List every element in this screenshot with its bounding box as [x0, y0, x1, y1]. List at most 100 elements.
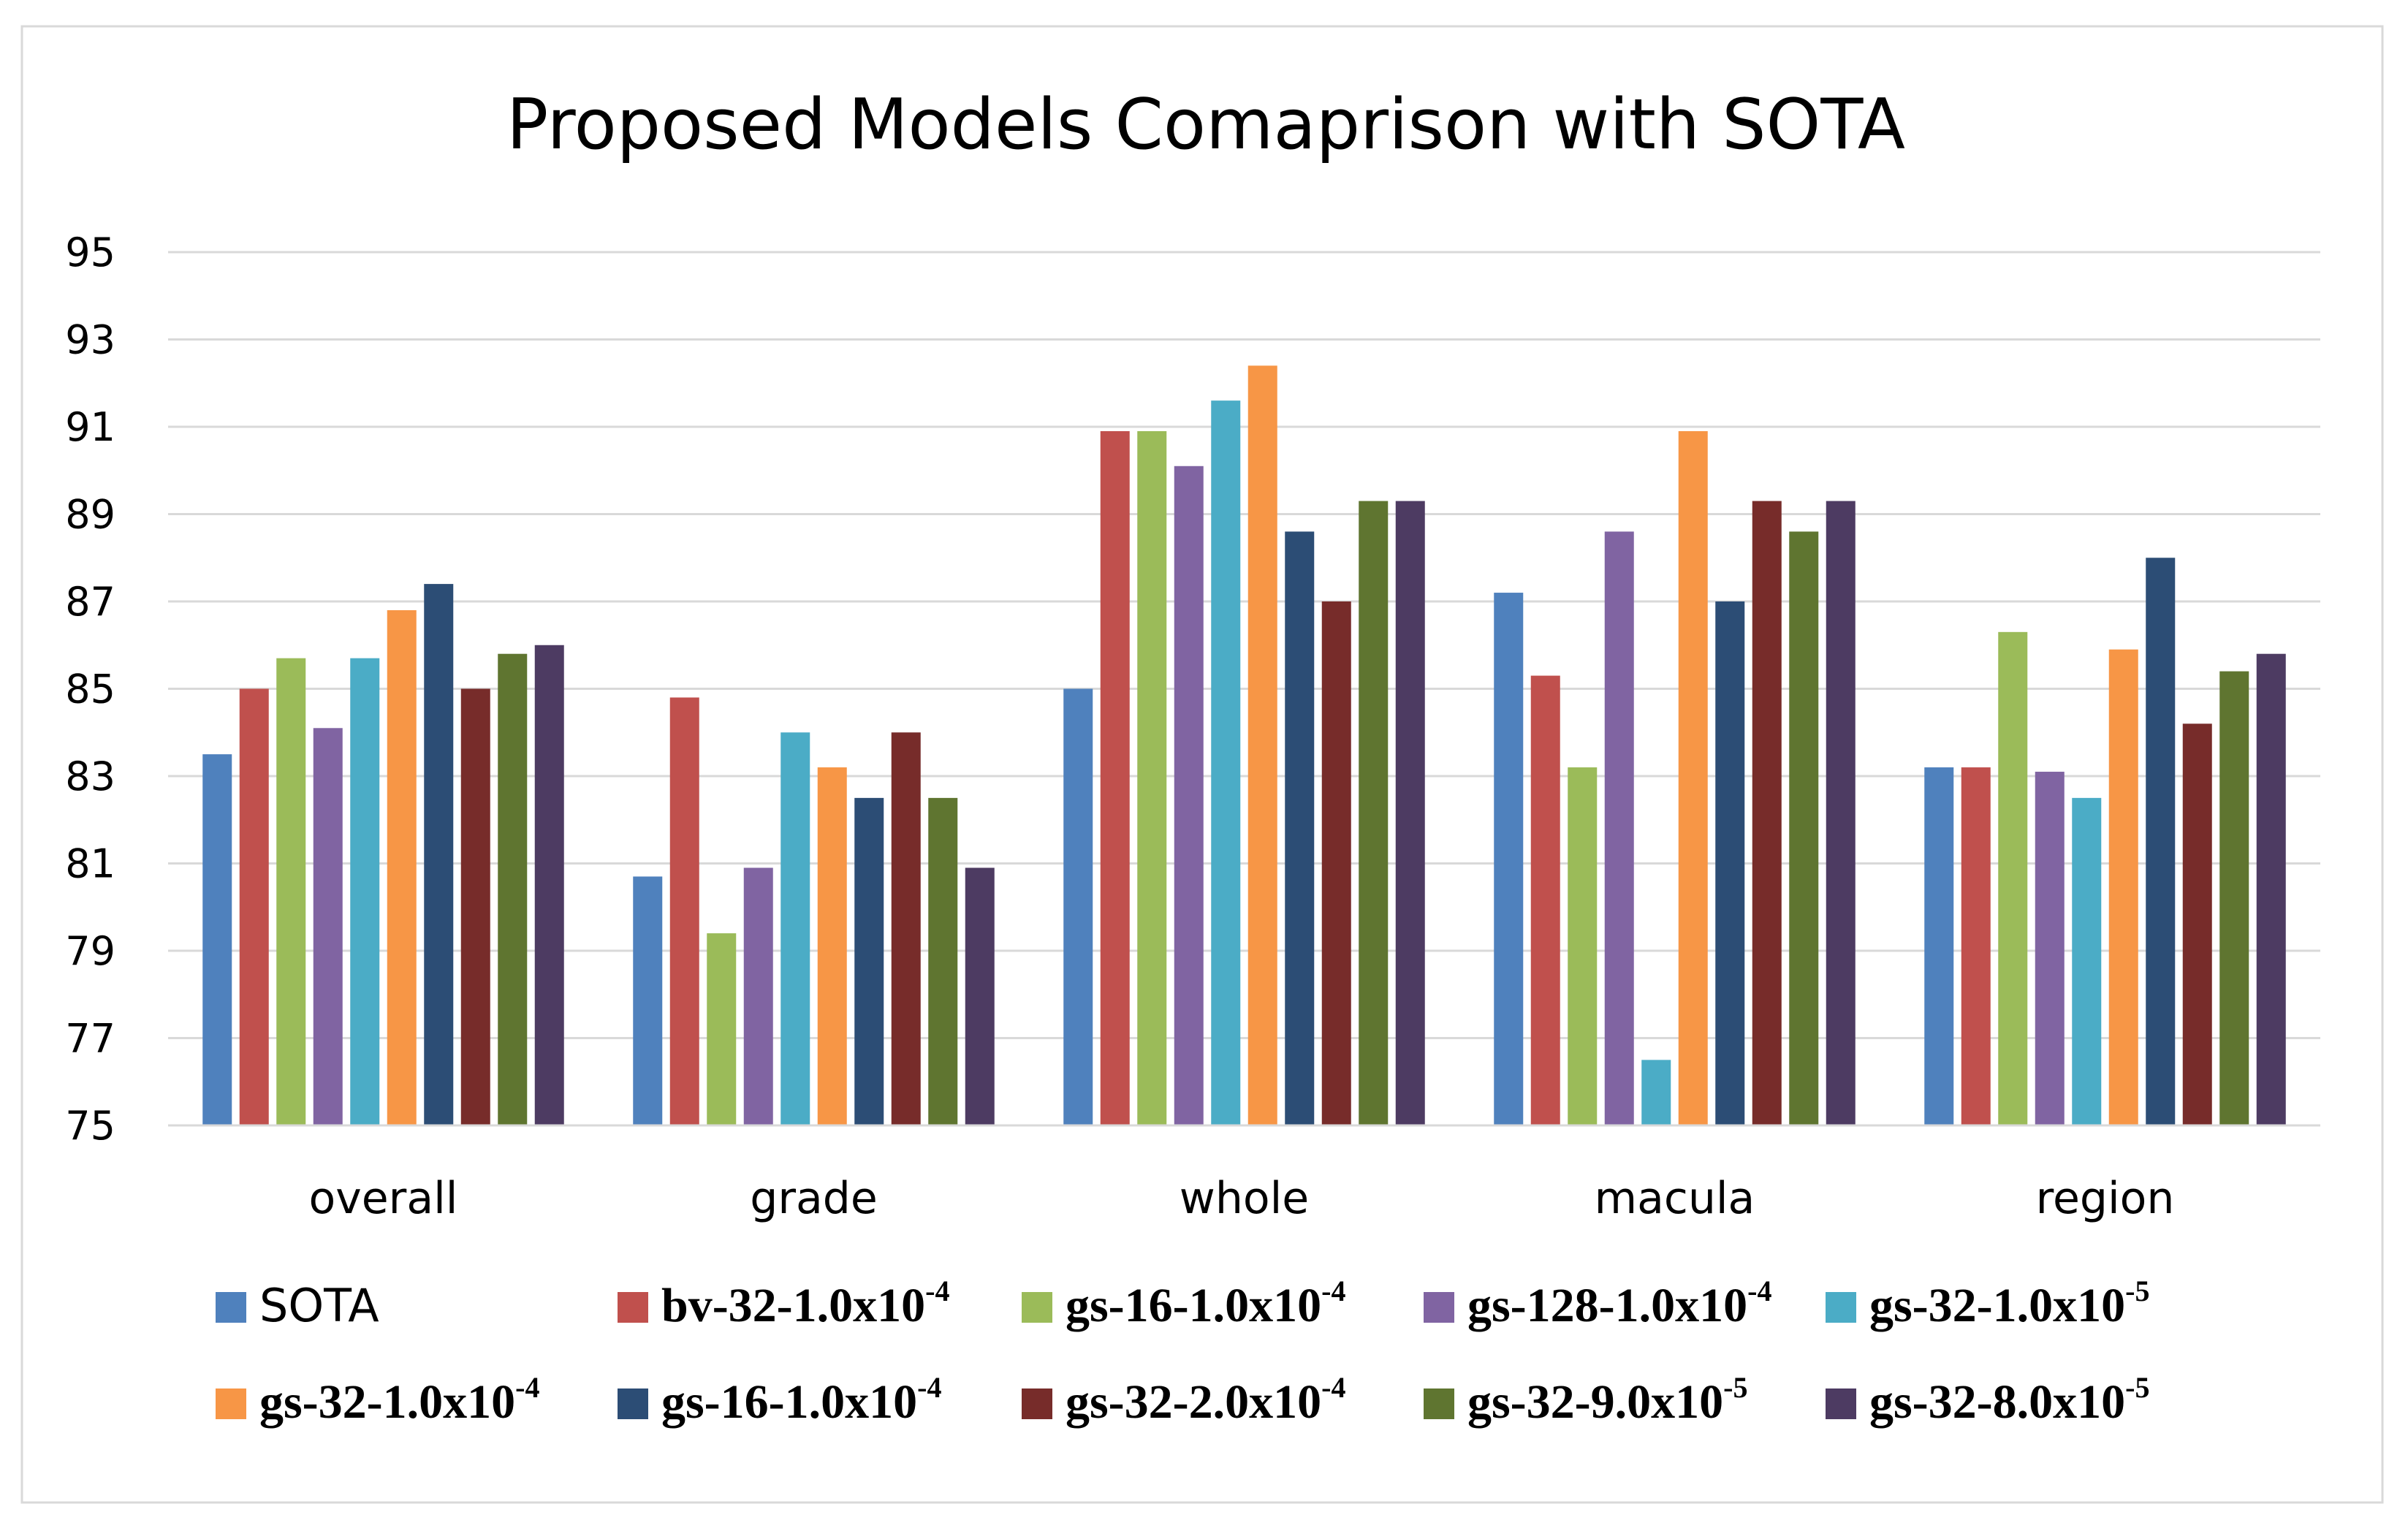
bar-overall-series-3 [276, 658, 306, 1125]
bar-whole-series-8 [1321, 601, 1351, 1125]
legend-item: gs-32-2.0x10-4 [1022, 1371, 1345, 1429]
bar-macula-series-9 [1789, 531, 1819, 1125]
legend-item: gs-32-1.0x10-5 [1826, 1274, 2149, 1332]
bar-region-series-3 [1998, 631, 2028, 1125]
legend-label: gs-32-8.0x10-5 [1869, 1371, 2149, 1429]
bar-overall-series-4 [313, 728, 343, 1125]
legend-label-base: gs-32-9.0x10 [1467, 1375, 1723, 1429]
legend-swatch [618, 1292, 648, 1323]
bar-overall-series-1 [202, 754, 232, 1125]
bar-whole-series-1 [1063, 688, 1093, 1125]
bar-grade-series-1 [633, 876, 663, 1125]
legend-label-exponent: -4 [1321, 1371, 1345, 1404]
legend-label: gs-32-2.0x10-4 [1066, 1371, 1345, 1429]
legend-label-base: gs-16-1.0x10 [1066, 1279, 1321, 1332]
legend-label-exponent: -5 [1723, 1371, 1747, 1404]
legend-label: gs-32-9.0x10-5 [1467, 1371, 1747, 1429]
legend-label-base: gs-32-8.0x10 [1869, 1375, 2125, 1429]
legend-swatch [216, 1388, 246, 1419]
legend-swatch [1826, 1292, 1856, 1323]
bar-overall-series-6 [387, 609, 417, 1125]
legend-swatch [618, 1388, 648, 1419]
x-category-label: grade [750, 1173, 878, 1224]
legend-label: SOTA [259, 1279, 379, 1332]
y-axis-ticks: 75 77 79 81 83 85 87 89 91 93 95 [65, 229, 115, 1149]
legend-label-base: gs-32-1.0x10 [259, 1375, 515, 1429]
legend-item: gs-32-1.0x10-4 [216, 1371, 539, 1429]
chart-title: Proposed Models Comaprison with SOTA [506, 85, 1905, 165]
bar-region-series-6 [2108, 649, 2138, 1125]
y-tick-label: 77 [65, 1016, 115, 1062]
legend-item: gs-16-1.0x10-4 [618, 1371, 941, 1429]
bar-grade-series-9 [928, 797, 958, 1125]
bar-grade-series-6 [817, 767, 847, 1125]
y-tick-label: 81 [65, 841, 115, 887]
x-category-label: region [2036, 1173, 2175, 1224]
y-tick-label: 79 [65, 928, 115, 974]
y-tick-label: 91 [65, 404, 115, 450]
bar-whole-series-5 [1211, 400, 1241, 1125]
bar-grade-series-5 [780, 732, 810, 1125]
bar-macula-series-1 [1494, 593, 1524, 1125]
legend-swatch [1022, 1292, 1052, 1323]
bar-whole-series-9 [1359, 501, 1389, 1125]
bar-grade-series-10 [965, 867, 995, 1125]
y-tick-label: 95 [65, 229, 115, 276]
bar-grade-series-7 [854, 797, 884, 1125]
legend-label-base: gs-16-1.0x10 [661, 1375, 917, 1429]
bar-macula-series-5 [1641, 1060, 1671, 1125]
y-tick-label: 85 [65, 666, 115, 713]
bar-macula-series-4 [1604, 531, 1634, 1125]
bar-grade-series-8 [891, 732, 921, 1125]
bars [202, 365, 2286, 1126]
bar-region-series-1 [1924, 767, 1954, 1125]
legend-label-base: bv-32-1.0x10 [661, 1279, 925, 1332]
x-category-label: whole [1180, 1173, 1309, 1224]
bar-overall-series-2 [239, 688, 269, 1125]
bar-region-series-2 [1961, 767, 1991, 1125]
bar-grade-series-2 [669, 697, 699, 1125]
legend-label: gs-128-1.0x10-4 [1467, 1274, 1771, 1332]
bar-whole-series-3 [1137, 430, 1167, 1125]
bar-macula-series-2 [1530, 675, 1560, 1125]
x-category-label: overall [309, 1173, 458, 1224]
legend-item: gs-32-8.0x10-5 [1826, 1371, 2149, 1429]
bar-region-series-10 [2256, 653, 2286, 1125]
bar-macula-series-3 [1568, 767, 1598, 1125]
bar-whole-series-7 [1285, 531, 1315, 1125]
legend-label-exponent: -4 [917, 1371, 941, 1404]
x-axis: overall grade whole macula region [168, 1124, 2320, 1224]
bar-overall-series-9 [498, 653, 528, 1125]
legend-swatch [1826, 1388, 1856, 1419]
bar-region-series-9 [2219, 671, 2249, 1125]
legend-item: bv-32-1.0x10-4 [618, 1274, 950, 1332]
legend-label: gs-16-1.0x10-4 [1066, 1274, 1345, 1332]
legend-swatch [1424, 1292, 1454, 1323]
bar-macula-series-6 [1678, 430, 1708, 1125]
bar-overall-series-7 [424, 584, 454, 1125]
bar-whole-series-6 [1247, 365, 1277, 1126]
legend: SOTA bv-32-1.0x10-4 gs-16-1.0x10-4 gs-128-1… [216, 1274, 2149, 1429]
legend-item: gs-32-9.0x10-5 [1424, 1371, 1747, 1429]
bar-whole-series-4 [1174, 466, 1204, 1125]
legend-label: gs-32-1.0x10-4 [259, 1371, 539, 1429]
legend-label-exponent: -5 [2125, 1371, 2149, 1404]
bar-region-series-8 [2182, 723, 2212, 1125]
legend-swatch [216, 1292, 246, 1323]
legend-item: SOTA [216, 1279, 379, 1332]
bar-overall-series-5 [350, 658, 380, 1125]
bar-region-series-5 [2072, 797, 2102, 1125]
bar-macula-series-7 [1715, 601, 1745, 1125]
legend-swatch [1022, 1388, 1052, 1419]
y-tick-label: 75 [65, 1103, 115, 1149]
legend-label-base: SOTA [259, 1279, 379, 1332]
legend-label-base: gs-32-2.0x10 [1066, 1375, 1321, 1429]
y-tick-label: 87 [65, 579, 115, 625]
legend-label-exponent: -4 [515, 1371, 539, 1404]
bar-overall-series-10 [534, 645, 564, 1125]
bar-region-series-4 [2035, 772, 2065, 1125]
legend-label-base: gs-128-1.0x10 [1467, 1279, 1747, 1332]
bar-region-series-7 [2146, 558, 2176, 1125]
legend-label: bv-32-1.0x10-4 [661, 1274, 950, 1332]
